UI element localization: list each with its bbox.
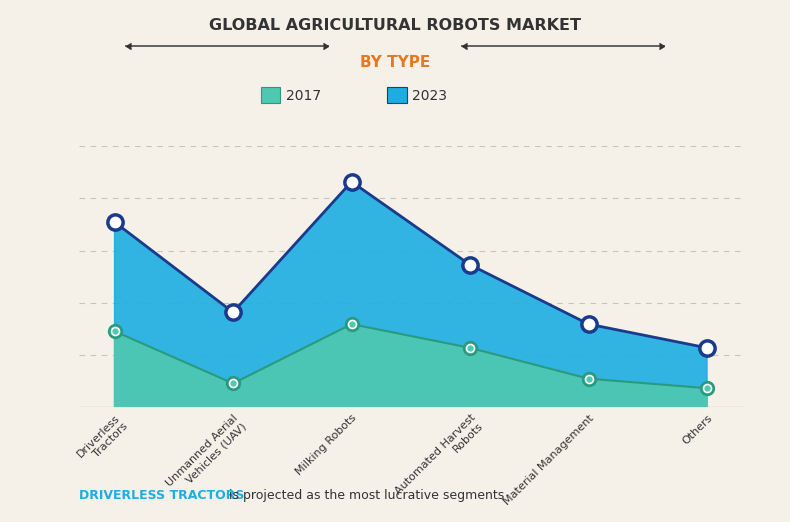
Polygon shape	[115, 324, 707, 407]
Text: DRIVERLESS TRACTORS: DRIVERLESS TRACTORS	[79, 489, 244, 502]
Text: is projected as the most lucrative segments: is projected as the most lucrative segme…	[225, 489, 504, 502]
Text: 2023: 2023	[412, 89, 447, 102]
Text: 2017: 2017	[286, 89, 321, 102]
Text: BY TYPE: BY TYPE	[360, 55, 430, 70]
Text: GLOBAL AGRICULTURAL ROBOTS MARKET: GLOBAL AGRICULTURAL ROBOTS MARKET	[209, 18, 581, 33]
Polygon shape	[115, 182, 707, 407]
